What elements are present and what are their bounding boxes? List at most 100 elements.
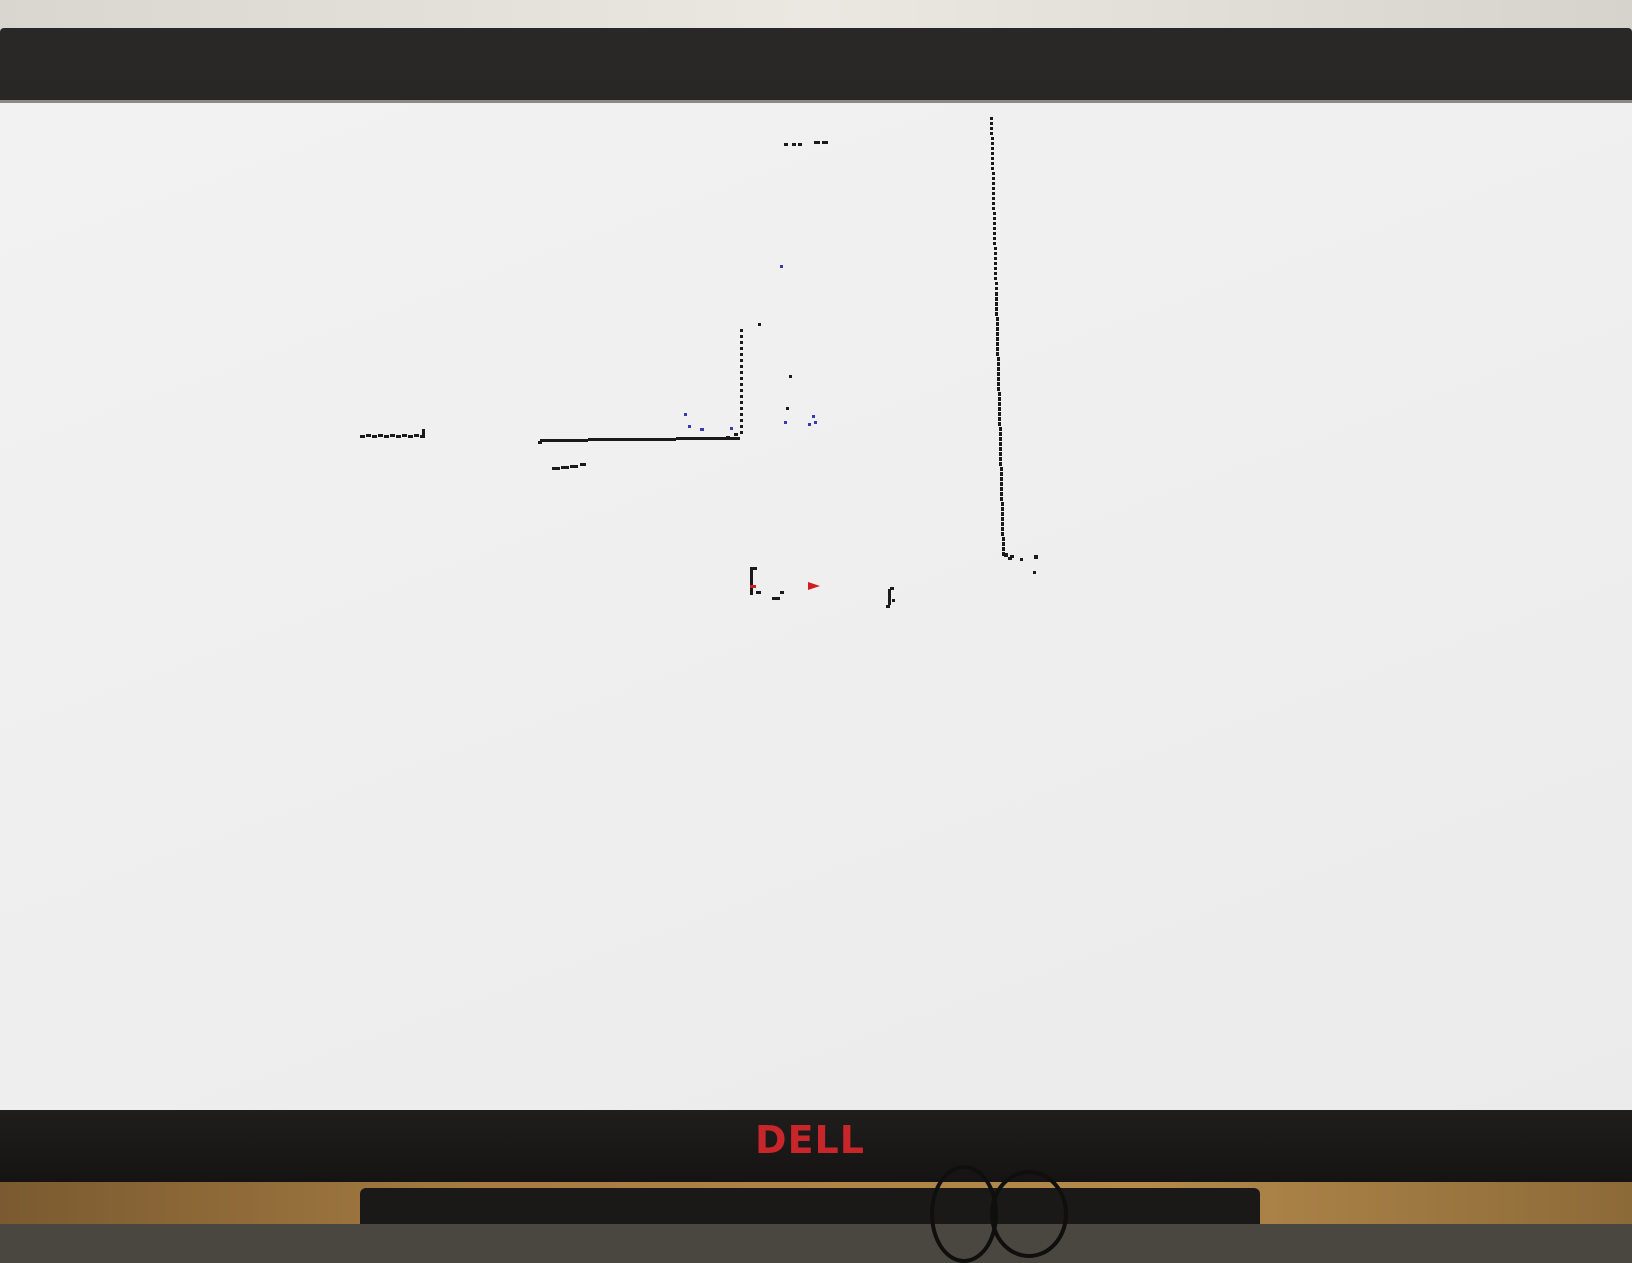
scan-point xyxy=(680,437,684,440)
scan-highlight-points xyxy=(684,265,817,431)
scan-point xyxy=(600,438,604,441)
scan-point xyxy=(990,122,993,125)
scan-point xyxy=(384,435,389,438)
scan-point xyxy=(995,297,998,301)
scan-point xyxy=(993,242,996,245)
scan-point xyxy=(992,202,995,205)
scan-point xyxy=(740,395,743,398)
scan-point xyxy=(999,442,1002,446)
scan-point xyxy=(616,438,620,441)
scan-point xyxy=(1002,542,1005,546)
scan-point xyxy=(998,422,1001,426)
robot-position-marker[interactable] xyxy=(750,582,820,590)
scan-point xyxy=(995,307,998,311)
scan-fragment-top xyxy=(784,141,828,146)
scan-point xyxy=(996,342,999,346)
scan-fragment-left xyxy=(360,429,425,438)
scan-point xyxy=(414,434,419,437)
scan-point xyxy=(1002,537,1005,541)
scan-point xyxy=(1008,557,1012,560)
scan-point xyxy=(994,252,997,255)
scan-point xyxy=(740,389,743,392)
scan-local-obstacles xyxy=(750,567,895,608)
scan-point xyxy=(993,212,996,215)
scan-point xyxy=(652,438,656,441)
monitor-logo: DELL xyxy=(755,1118,865,1162)
scan-point xyxy=(402,434,407,437)
scan-point xyxy=(998,392,1001,396)
scan-wall-left-corner xyxy=(538,329,743,444)
scan-point xyxy=(1001,527,1004,531)
scan-point xyxy=(992,187,995,190)
scan-point xyxy=(993,227,996,230)
scan-point xyxy=(360,435,365,438)
scan-point xyxy=(993,232,996,235)
scan-point xyxy=(1001,502,1004,506)
scan-point xyxy=(420,435,425,438)
scan-point xyxy=(1001,532,1004,536)
scan-point xyxy=(996,322,999,326)
scan-point xyxy=(612,438,616,441)
lidar-map-canvas[interactable] xyxy=(0,103,1632,1113)
scan-point xyxy=(993,217,996,220)
scan-point xyxy=(996,337,999,341)
scan-point xyxy=(720,437,724,440)
scan-point xyxy=(998,417,1001,421)
scan-point xyxy=(588,438,592,441)
scan-point xyxy=(991,167,994,170)
scan-point xyxy=(992,182,995,185)
scan-point xyxy=(1000,497,1003,501)
scan-point xyxy=(1001,512,1004,516)
scan-wall-right xyxy=(990,117,1012,560)
scan-point xyxy=(688,437,692,440)
scan-fragment-low xyxy=(552,463,586,470)
scan-point xyxy=(740,383,743,386)
scan-point xyxy=(366,434,371,437)
monitor-stand xyxy=(360,1188,1260,1224)
scan-point xyxy=(696,437,700,440)
scan-point xyxy=(1000,467,1003,471)
scan-point xyxy=(608,438,612,441)
scan-point xyxy=(640,438,644,441)
scan-point xyxy=(1001,517,1004,521)
scan-point xyxy=(994,262,997,265)
scan-point xyxy=(997,357,1000,361)
scan-point xyxy=(668,438,672,441)
scan-point xyxy=(999,427,1002,431)
scan-point xyxy=(740,419,743,422)
scan-point xyxy=(995,287,998,290)
scan-point xyxy=(584,439,588,442)
scan-point xyxy=(684,437,688,440)
scan-point xyxy=(1004,553,1008,557)
scan-point xyxy=(993,237,996,240)
scan-point xyxy=(994,267,997,270)
scan-point xyxy=(408,435,413,438)
scan-point xyxy=(596,438,600,441)
scan-point xyxy=(1000,472,1003,476)
scan-point xyxy=(676,437,680,440)
scan-point xyxy=(995,282,998,285)
scan-point xyxy=(997,367,1000,371)
scan-point xyxy=(556,439,560,442)
scan-point xyxy=(544,439,548,442)
scan-point xyxy=(1002,547,1005,551)
scan-point xyxy=(999,462,1002,466)
scan-point xyxy=(422,429,425,435)
scan-point xyxy=(592,438,596,441)
scan-point xyxy=(396,435,401,438)
scan-point xyxy=(552,439,556,442)
scan-point xyxy=(994,247,997,250)
scan-point xyxy=(734,433,738,436)
scan-point xyxy=(991,142,994,145)
scan-point xyxy=(656,438,660,441)
scan-point xyxy=(994,277,997,280)
scan-point xyxy=(997,377,1000,381)
scan-point xyxy=(991,152,994,155)
scan-point xyxy=(740,341,743,344)
scan-point xyxy=(740,425,743,428)
scan-point xyxy=(996,352,999,356)
scan-point xyxy=(700,437,704,440)
scan-point xyxy=(712,437,716,440)
scan-point xyxy=(736,437,740,440)
scan-point xyxy=(991,137,994,140)
